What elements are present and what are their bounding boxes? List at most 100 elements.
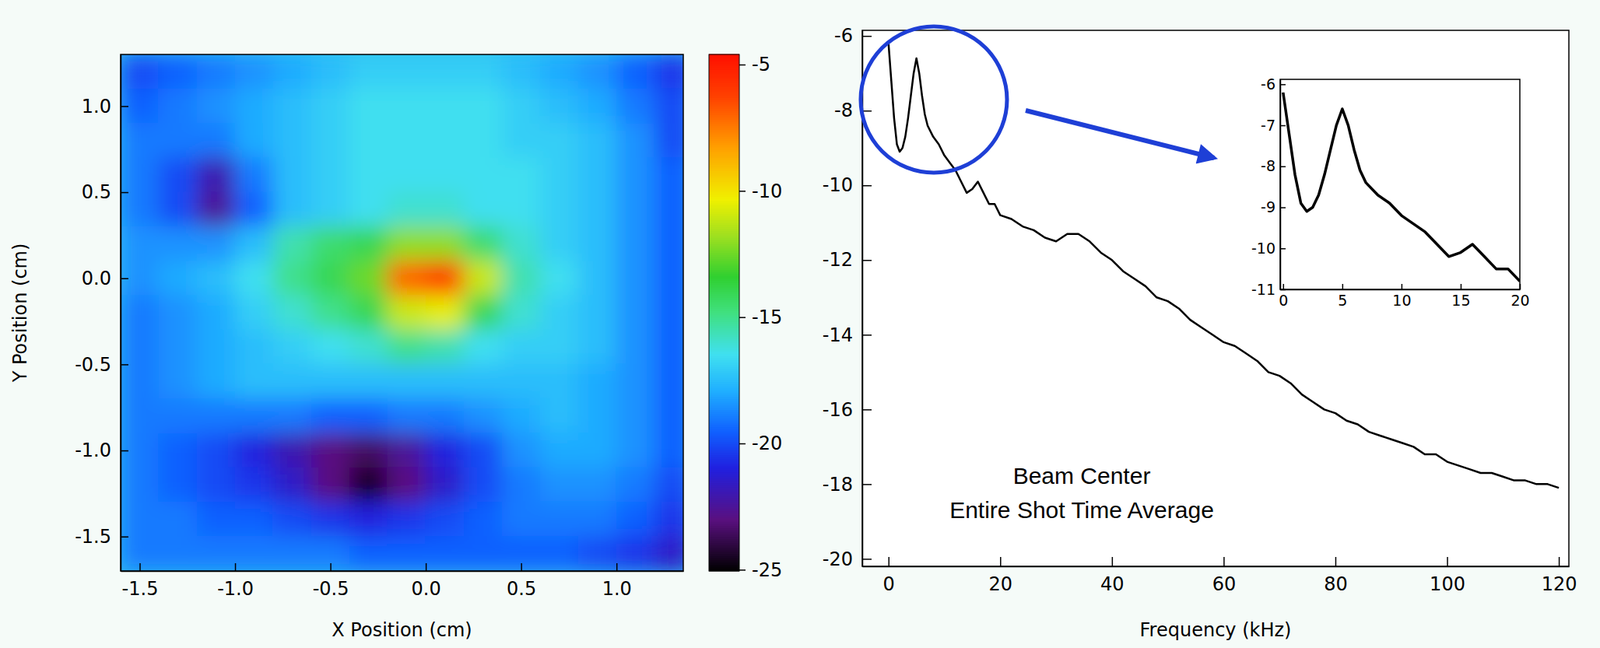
heatmap-cell: [196, 329, 236, 365]
tick: 100: [1429, 557, 1466, 596]
heatmap-cell: [387, 398, 427, 434]
heatmap-cell: [273, 364, 313, 400]
heatmap-cell: [120, 329, 160, 365]
heatmap-cell: [349, 536, 389, 572]
heatmap-cell: [273, 122, 313, 158]
heatmap-cell: [273, 260, 313, 296]
heatmap-cell: [463, 501, 503, 537]
axis-line: [120, 55, 123, 572]
heatmap-cell: [311, 501, 351, 537]
tick-mark: [329, 563, 332, 572]
tick-mark: [120, 364, 129, 366]
heatmap-cell: [311, 467, 351, 503]
heatmap-cell: [311, 294, 351, 330]
annotation: Beam Center: [1013, 463, 1151, 489]
axis: 05101520: [1278, 284, 1530, 309]
colorbar-frame: [708, 54, 740, 572]
tick-mark: [862, 35, 872, 38]
tick-label: 10: [1392, 291, 1411, 309]
heatmap-cell: [463, 122, 503, 158]
heatmap-cell: [540, 88, 579, 124]
heatmap-cell: [158, 329, 198, 365]
heatmap-cell: [235, 536, 274, 572]
heatmap-cell: [120, 54, 160, 90]
heatmap-cell: [463, 329, 503, 365]
heatmap-cell: [349, 467, 389, 503]
heatmap-cell: [349, 226, 389, 262]
heatmap-cell: [578, 88, 618, 124]
plot-background: [120, 54, 684, 572]
tick-label: -1.0: [217, 578, 254, 600]
heatmap-cell: [158, 226, 198, 262]
tick: 0.5: [81, 181, 129, 204]
heatmap-cell: [654, 192, 684, 228]
heatmap-cell: [196, 192, 236, 228]
heatmap-cell: [349, 329, 389, 365]
axis-line: [739, 55, 741, 572]
heatmap-cell: [273, 467, 313, 503]
heatmap-cell: [196, 88, 236, 124]
heatmap-cell: [654, 432, 684, 468]
tick: -0.5: [312, 563, 350, 600]
heatmap-cell: [158, 192, 198, 228]
plot-frame: [862, 30, 1569, 567]
tick-label: -25: [751, 559, 783, 582]
heatmap-cell: [425, 294, 465, 330]
tick-mark: [616, 563, 618, 572]
heatmap-cell: [387, 192, 427, 228]
heatmap-cell: [501, 398, 541, 434]
heatmap-cell: [540, 329, 579, 365]
heatmap-cell: [540, 536, 579, 572]
heatmap-cell: [616, 192, 656, 228]
heatmap-cell: [349, 157, 389, 193]
tick-label: -6: [1260, 75, 1276, 93]
axis: -6-7-8-9-10-11: [1251, 75, 1286, 299]
heatmap-cell: [616, 501, 656, 537]
plot-frame: [1280, 79, 1520, 290]
heatmap-cell: [654, 364, 684, 400]
tick: -11: [1251, 280, 1286, 299]
heatmap-cell: [578, 536, 618, 572]
tick: -12: [822, 249, 872, 271]
tick-mark: [739, 190, 746, 193]
heatmap-cell: [387, 54, 427, 90]
heatmap-cell: [196, 501, 236, 537]
heatmap-cell: [463, 260, 503, 296]
tick-label: -12: [822, 249, 853, 271]
heatmap-cell: [654, 536, 684, 572]
tick-label: -7: [1260, 116, 1276, 134]
tick: -10: [739, 180, 783, 203]
heatmap-cell: [501, 226, 541, 262]
tick-mark: [1280, 84, 1286, 86]
tick-mark: [1283, 284, 1285, 290]
tick-label: 20: [1510, 291, 1530, 309]
tick-label: 0.0: [81, 267, 112, 290]
tick: -25: [739, 559, 783, 582]
heatmap-cell: [120, 467, 160, 503]
tick-mark: [1280, 125, 1286, 127]
heatmap-cell: [120, 432, 160, 468]
heatmap-cell: [654, 122, 684, 158]
data-line: [888, 43, 1559, 488]
tick-mark: [235, 563, 237, 572]
heatmap-cell: [654, 467, 684, 503]
heatmap-cell: [120, 157, 160, 193]
heatmap-cell: [463, 192, 503, 228]
heatmap-cell: [654, 329, 684, 365]
arrow: [1025, 110, 1215, 158]
heatmap-plot: [120, 54, 684, 572]
heatmap-cell: [120, 88, 160, 124]
tick-label: 0: [883, 573, 895, 596]
tick-label: -0.5: [312, 578, 350, 600]
tick: 40: [1100, 557, 1125, 596]
axis-title: X Position (cm): [331, 619, 472, 642]
tick: -8: [1260, 157, 1286, 175]
heatmap-cell: [616, 122, 656, 158]
tick-mark: [862, 110, 872, 113]
heatmap-cell: [654, 398, 684, 434]
heatmap-cell: [616, 364, 656, 400]
heatmap-cell: [463, 226, 503, 262]
heatmap-cell: [349, 192, 389, 228]
tick-label: -15: [751, 306, 783, 329]
heatmap-cell: [235, 192, 274, 228]
